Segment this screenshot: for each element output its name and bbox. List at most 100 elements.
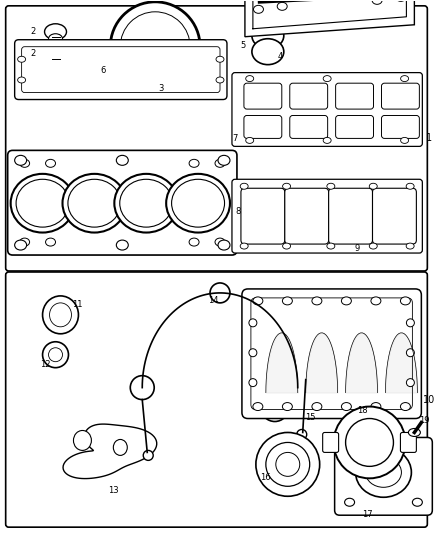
Ellipse shape <box>117 155 128 165</box>
FancyBboxPatch shape <box>290 116 328 139</box>
Ellipse shape <box>240 183 248 189</box>
Ellipse shape <box>371 297 381 305</box>
Ellipse shape <box>261 393 289 422</box>
Ellipse shape <box>406 378 414 386</box>
Ellipse shape <box>110 2 200 92</box>
Ellipse shape <box>253 297 263 305</box>
FancyBboxPatch shape <box>372 188 417 244</box>
Ellipse shape <box>341 402 351 410</box>
Ellipse shape <box>400 297 410 305</box>
Ellipse shape <box>401 76 409 82</box>
FancyBboxPatch shape <box>241 188 285 244</box>
Ellipse shape <box>406 319 414 327</box>
Ellipse shape <box>369 183 377 189</box>
Ellipse shape <box>266 442 310 486</box>
Ellipse shape <box>372 0 382 4</box>
Ellipse shape <box>286 356 310 379</box>
Text: 8: 8 <box>235 207 240 216</box>
Ellipse shape <box>63 174 126 232</box>
Ellipse shape <box>356 447 411 497</box>
Ellipse shape <box>240 243 248 249</box>
Ellipse shape <box>74 431 92 450</box>
Text: 6: 6 <box>100 66 106 75</box>
Polygon shape <box>63 424 157 479</box>
Text: 14: 14 <box>208 296 219 305</box>
Polygon shape <box>245 0 414 37</box>
Text: 10: 10 <box>423 394 435 405</box>
Ellipse shape <box>341 297 351 305</box>
Ellipse shape <box>189 238 199 246</box>
Ellipse shape <box>246 138 254 143</box>
Ellipse shape <box>218 155 230 165</box>
Text: 17: 17 <box>363 510 373 519</box>
Ellipse shape <box>256 432 320 496</box>
FancyBboxPatch shape <box>251 298 413 409</box>
Ellipse shape <box>16 179 69 227</box>
Ellipse shape <box>189 159 199 167</box>
Ellipse shape <box>366 457 401 487</box>
Ellipse shape <box>49 34 63 44</box>
Ellipse shape <box>114 174 178 232</box>
Ellipse shape <box>400 402 410 410</box>
Ellipse shape <box>143 450 153 461</box>
Ellipse shape <box>396 0 406 2</box>
FancyBboxPatch shape <box>232 179 422 253</box>
FancyBboxPatch shape <box>336 116 374 139</box>
Ellipse shape <box>68 179 121 227</box>
Ellipse shape <box>276 453 300 477</box>
FancyBboxPatch shape <box>285 188 328 244</box>
Ellipse shape <box>327 243 335 249</box>
Ellipse shape <box>249 378 257 386</box>
Ellipse shape <box>413 498 422 506</box>
Ellipse shape <box>117 240 128 250</box>
Ellipse shape <box>346 418 393 466</box>
Text: 3: 3 <box>158 84 163 93</box>
FancyBboxPatch shape <box>244 83 282 109</box>
FancyBboxPatch shape <box>381 83 419 109</box>
Ellipse shape <box>283 402 293 410</box>
FancyBboxPatch shape <box>8 150 237 255</box>
FancyBboxPatch shape <box>6 6 427 271</box>
Text: 13: 13 <box>108 486 119 495</box>
Text: 9: 9 <box>355 244 360 253</box>
Ellipse shape <box>218 240 230 250</box>
FancyBboxPatch shape <box>400 432 417 453</box>
Ellipse shape <box>406 349 414 357</box>
Ellipse shape <box>49 348 63 362</box>
Ellipse shape <box>216 77 224 83</box>
Ellipse shape <box>45 24 67 40</box>
FancyBboxPatch shape <box>290 83 328 109</box>
Ellipse shape <box>406 183 414 189</box>
FancyBboxPatch shape <box>242 289 421 418</box>
Ellipse shape <box>42 296 78 334</box>
FancyBboxPatch shape <box>381 116 419 139</box>
Ellipse shape <box>120 12 190 82</box>
Ellipse shape <box>49 55 63 66</box>
Ellipse shape <box>283 183 290 189</box>
Ellipse shape <box>42 342 68 368</box>
Text: 19: 19 <box>419 416 430 425</box>
Ellipse shape <box>46 238 56 246</box>
Ellipse shape <box>312 402 322 410</box>
Ellipse shape <box>253 402 263 410</box>
FancyBboxPatch shape <box>6 272 427 527</box>
Ellipse shape <box>406 243 414 249</box>
FancyBboxPatch shape <box>336 83 374 109</box>
Text: 1: 1 <box>426 133 432 143</box>
FancyBboxPatch shape <box>232 72 422 147</box>
Ellipse shape <box>210 283 230 303</box>
Ellipse shape <box>14 240 27 250</box>
Ellipse shape <box>120 179 173 227</box>
Ellipse shape <box>283 297 293 305</box>
Ellipse shape <box>49 303 71 327</box>
Ellipse shape <box>408 429 420 437</box>
FancyBboxPatch shape <box>335 438 432 515</box>
Ellipse shape <box>20 238 30 246</box>
Ellipse shape <box>45 46 67 62</box>
Ellipse shape <box>401 138 409 143</box>
Ellipse shape <box>345 498 355 506</box>
FancyBboxPatch shape <box>328 188 372 244</box>
Ellipse shape <box>369 243 377 249</box>
Ellipse shape <box>14 155 27 165</box>
Ellipse shape <box>327 183 335 189</box>
